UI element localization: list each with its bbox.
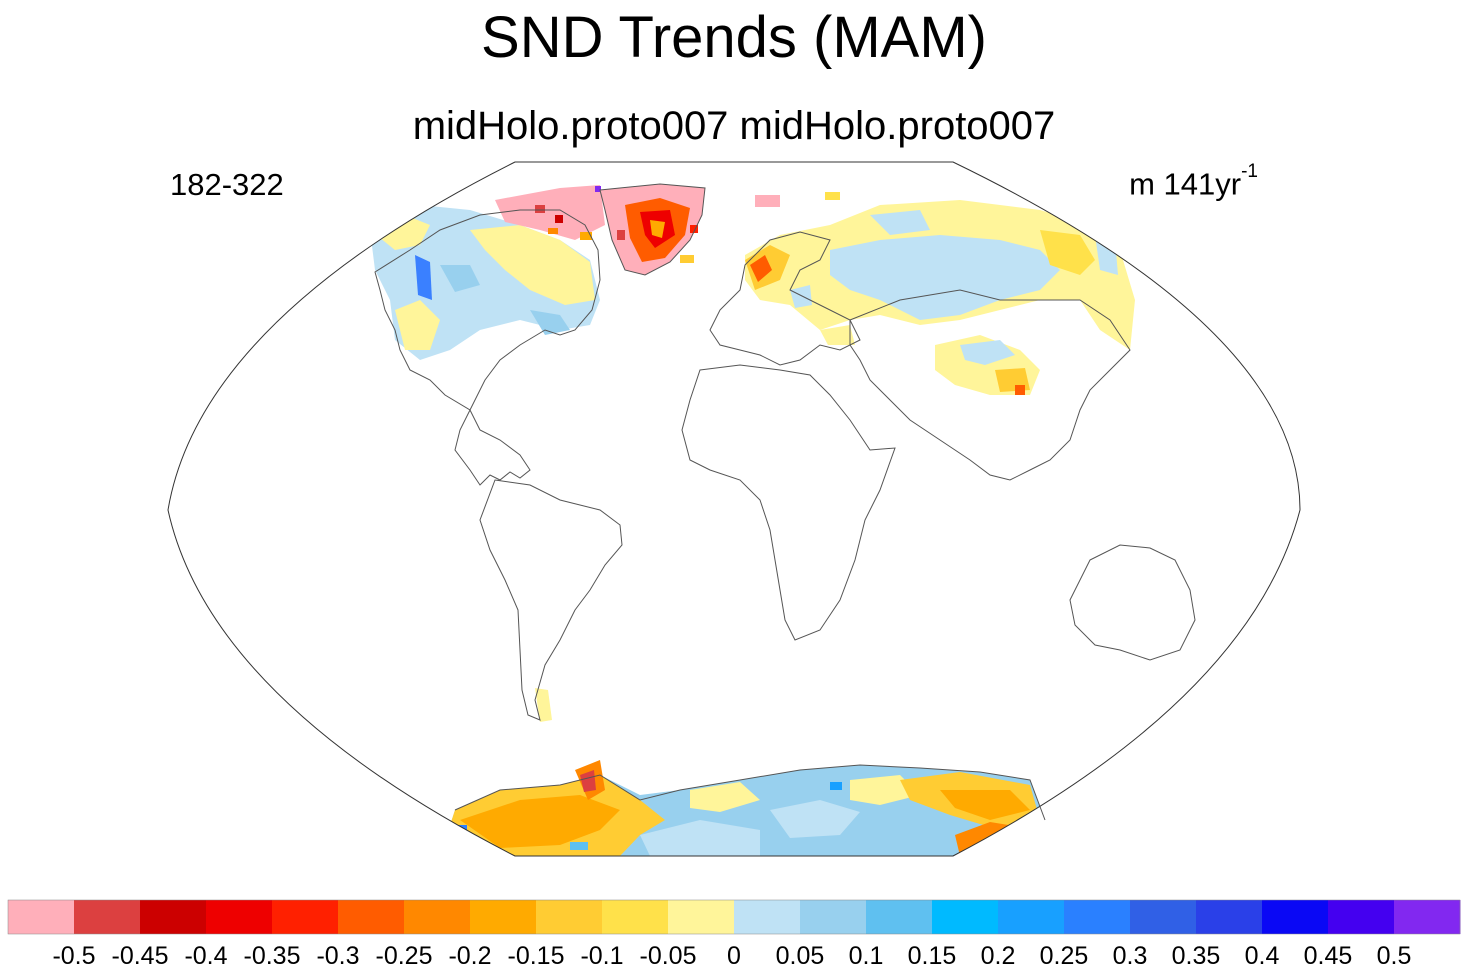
- coast-antarctica: [454, 764, 1046, 821]
- globe-outline: [167, 161, 1301, 857]
- colorbar-labels: -0.5 -0.45 -0.4 -0.35 -0.3 -0.25 -0.2 -0.15 -0.1…: [52, 942, 1411, 970]
- coast-europe: [709, 231, 861, 366]
- svalbard-field: [755, 195, 780, 207]
- colorbar-box: [932, 900, 999, 934]
- colorbar-box: [8, 900, 75, 934]
- colorbar-box: [998, 900, 1065, 934]
- greenland-field: [600, 184, 705, 275]
- colorbar-box: [1262, 900, 1329, 934]
- colorbar-tick-label: -0.2: [448, 942, 491, 970]
- colorbar-box: [1328, 900, 1395, 934]
- units-base: m 141yr: [1129, 166, 1242, 202]
- franz-josef-field: [825, 192, 840, 200]
- plot-title: SND Trends (MAM): [481, 5, 987, 70]
- colorbar-box: [536, 900, 603, 934]
- colorbar-tick-label: -0.4: [184, 942, 227, 970]
- colorbar-box: [470, 900, 537, 934]
- colorbar-box: [1196, 900, 1263, 934]
- colorbar-box: [404, 900, 471, 934]
- colorbar-tick-label: 0: [727, 942, 741, 970]
- coast-australia: [1069, 544, 1196, 661]
- colorbar-box: [74, 900, 141, 934]
- year-range-label: 182-322: [170, 167, 284, 202]
- coast-north-america: [374, 209, 601, 486]
- colorbar-tick-label: -0.35: [244, 942, 301, 970]
- colorbar-box: [206, 900, 273, 934]
- coastlines: [374, 183, 1196, 821]
- colorbar-tick-label: -0.45: [112, 942, 169, 970]
- colorbar-tick-label: 0.05: [776, 942, 825, 970]
- colorbar-tick-label: -0.5: [52, 942, 95, 970]
- colorbar-box: [668, 900, 735, 934]
- north-america-field: [370, 205, 600, 360]
- antarctica-field: [440, 760, 1045, 856]
- colorbar-tick-label: 0.25: [1040, 942, 1089, 970]
- units-exponent: -1: [1241, 161, 1258, 182]
- coast-south-america: [479, 479, 623, 721]
- colorbar-tick-label: -0.05: [640, 942, 697, 970]
- colorbar-box: [800, 900, 867, 934]
- colorbar-box: [602, 900, 669, 934]
- colorbar-outline: [7, 899, 1461, 935]
- colorbar-box: [140, 900, 207, 934]
- colorbar-box: [734, 900, 801, 934]
- coast-greenland: [599, 183, 706, 276]
- tibet-field: [935, 335, 1040, 395]
- andes-field: [535, 688, 552, 722]
- colorbar-box: [1394, 900, 1461, 934]
- colorbar-tick-label: -0.3: [316, 942, 359, 970]
- colorbar-tick-label: 0.3: [1113, 942, 1148, 970]
- colorbar-tick-label: 0.35: [1172, 942, 1221, 970]
- plot-subtitle: midHolo.proto007 midHolo.proto007: [412, 104, 1056, 148]
- colorbar-box: [272, 900, 339, 934]
- arctic-archipelago-field: [495, 185, 605, 240]
- colorbar-tick-label: 0.15: [908, 942, 957, 970]
- colorbar-tick-label: 0.1: [849, 942, 884, 970]
- colorbar-tick-label: -0.25: [376, 942, 433, 970]
- colorbar: -0.5 -0.45 -0.4 -0.35 -0.3 -0.25 -0.2 -0.15 -0.1…: [7, 899, 1461, 970]
- snow-depth-field: [370, 184, 1135, 856]
- colorbar-tick-label: 0.45: [1304, 942, 1353, 970]
- colorbar-tick-label: -0.1: [580, 942, 623, 970]
- colorbar-tick-label: 0.5: [1377, 942, 1412, 970]
- colorbar-box: [1130, 900, 1197, 934]
- coast-africa: [681, 364, 896, 641]
- colorbar-box: [1064, 900, 1131, 934]
- coast-asia: [849, 289, 1131, 481]
- eurasia-field: [745, 200, 1135, 350]
- colorbar-box: [866, 900, 933, 934]
- units-label: m 141yr-1: [1129, 158, 1258, 204]
- colorbar-tick-label: -0.15: [508, 942, 565, 970]
- world-map: [167, 161, 1301, 857]
- colorbar-tick-label: 0.2: [981, 942, 1016, 970]
- colorbar-tick-label: 0.4: [1245, 942, 1280, 970]
- colorbar-box: [338, 900, 405, 934]
- colorbar-boxes: [7, 899, 1461, 935]
